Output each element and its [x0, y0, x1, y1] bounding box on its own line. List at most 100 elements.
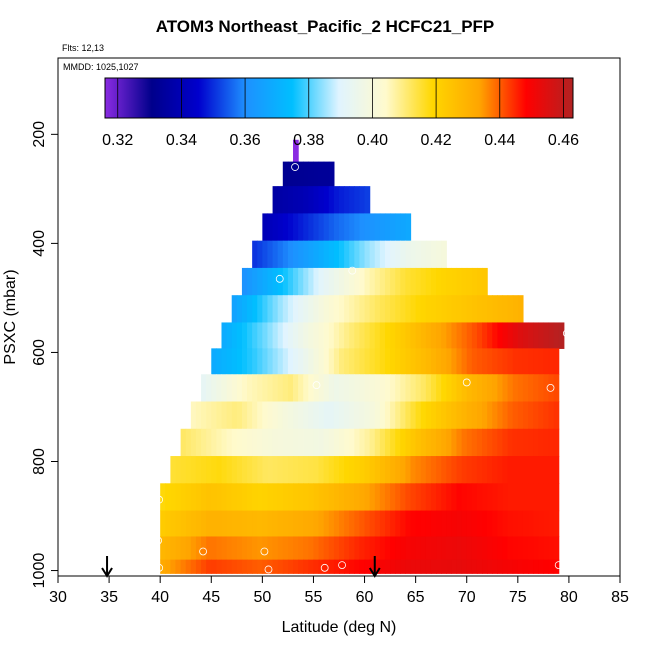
heatmap-cell — [548, 483, 555, 512]
heatmap-cell — [226, 483, 233, 512]
heatmap-cell — [303, 348, 309, 375]
heatmap-cell — [344, 401, 350, 430]
heatmap-cell — [420, 456, 427, 484]
heatmap-cell — [262, 267, 269, 296]
heatmap-cell — [303, 186, 309, 214]
heatmap-cell — [226, 374, 233, 403]
heatmap-cell — [379, 536, 386, 561]
heatmap-cell — [517, 559, 524, 574]
heatmap-cell — [430, 322, 437, 349]
heatmap-cell — [349, 186, 355, 214]
heatmap-cell — [354, 213, 361, 242]
heatmap-cell — [216, 401, 223, 430]
heatmap-cell — [512, 483, 519, 512]
heatmap-cell — [344, 374, 350, 403]
y-tick-label: 600 — [31, 339, 48, 366]
heatmap-cell — [318, 510, 325, 538]
heatmap-cell — [415, 374, 422, 403]
heatmap-cell — [221, 401, 228, 430]
heatmap-cell — [430, 510, 437, 538]
heatmap-cell — [441, 456, 447, 484]
heatmap-cell — [476, 428, 483, 457]
heatmap-cell — [405, 483, 412, 512]
heatmap-cell — [482, 510, 488, 538]
heatmap-cell — [384, 483, 391, 512]
heatmap-cell — [522, 374, 529, 403]
heatmap-cell — [354, 536, 361, 561]
heatmap-cell — [349, 401, 355, 430]
heatmap-cell — [466, 559, 473, 574]
heatmap-cell — [328, 322, 335, 349]
heatmap-cell — [476, 483, 483, 512]
heatmap-cell — [492, 428, 498, 457]
heatmap-cell — [318, 401, 325, 430]
heatmap-cell — [390, 483, 396, 512]
heatmap-cells — [160, 139, 565, 574]
heatmap-cell — [354, 322, 361, 349]
heatmap-cell — [236, 295, 243, 324]
heatmap-cell — [349, 456, 355, 484]
heatmap-cell — [257, 536, 263, 561]
heatmap-cell — [287, 559, 294, 574]
heatmap-cell — [543, 559, 550, 574]
heatmap-cell — [395, 536, 401, 561]
heatmap-cell — [323, 267, 330, 296]
heatmap-cell — [430, 428, 437, 457]
heatmap-cell — [354, 295, 361, 324]
heatmap-cell — [436, 456, 442, 484]
heatmap-cell — [425, 374, 432, 403]
heatmap-cell — [277, 536, 284, 561]
heatmap-cell — [466, 536, 473, 561]
heatmap-cell — [298, 267, 304, 296]
heatmap-cell — [543, 536, 550, 561]
heatmap-cell — [451, 536, 458, 561]
heatmap-cell — [476, 348, 483, 375]
heatmap-cell — [390, 428, 396, 457]
flights-label: Flts: 12,13 — [62, 43, 105, 53]
heatmap-cell — [507, 456, 514, 484]
heatmap-cell — [303, 374, 309, 403]
heatmap-cell — [471, 559, 478, 574]
heatmap-cell — [512, 428, 519, 457]
heatmap-cell — [252, 510, 258, 538]
heatmap-cell — [262, 213, 269, 242]
heatmap-cell — [446, 348, 452, 375]
heatmap-cell — [415, 536, 422, 561]
heatmap-cell — [410, 401, 417, 430]
heatmap-cell — [221, 348, 228, 375]
heatmap-cell — [328, 267, 335, 296]
heatmap-cell — [522, 510, 529, 538]
heatmap-cell — [308, 213, 315, 242]
heatmap-cell — [425, 559, 432, 574]
heatmap-cell — [333, 348, 340, 375]
heatmap-cell — [252, 428, 258, 457]
heatmap-cell — [543, 348, 550, 375]
heatmap-cell — [497, 559, 504, 574]
heatmap-cell — [502, 322, 509, 349]
heatmap-cell — [175, 536, 182, 561]
heatmap-cell — [272, 240, 279, 269]
heatmap-cell — [257, 428, 263, 457]
heatmap-cell — [436, 559, 442, 574]
heatmap-cell — [303, 295, 309, 324]
heatmap-cell — [369, 428, 376, 457]
heatmap-cell — [461, 295, 468, 324]
heatmap-cell — [339, 348, 345, 375]
heatmap-cell — [252, 374, 258, 403]
heatmap-cell — [359, 401, 366, 430]
heatmap-cell — [231, 536, 238, 561]
heatmap-cell — [272, 456, 279, 484]
heatmap-cell — [333, 267, 340, 296]
heatmap-cell — [487, 456, 493, 484]
heatmap-cell — [466, 401, 473, 430]
heatmap-cell — [247, 267, 253, 296]
heatmap-cell — [282, 510, 289, 538]
heatmap-cell — [323, 559, 330, 574]
heatmap-cell — [471, 536, 478, 561]
heatmap-cell — [293, 240, 299, 269]
heatmap-cell — [344, 428, 350, 457]
heatmap-cell — [522, 322, 529, 349]
heatmap-cell — [195, 483, 202, 512]
heatmap-cell — [384, 401, 391, 430]
heatmap-cell — [533, 401, 539, 430]
